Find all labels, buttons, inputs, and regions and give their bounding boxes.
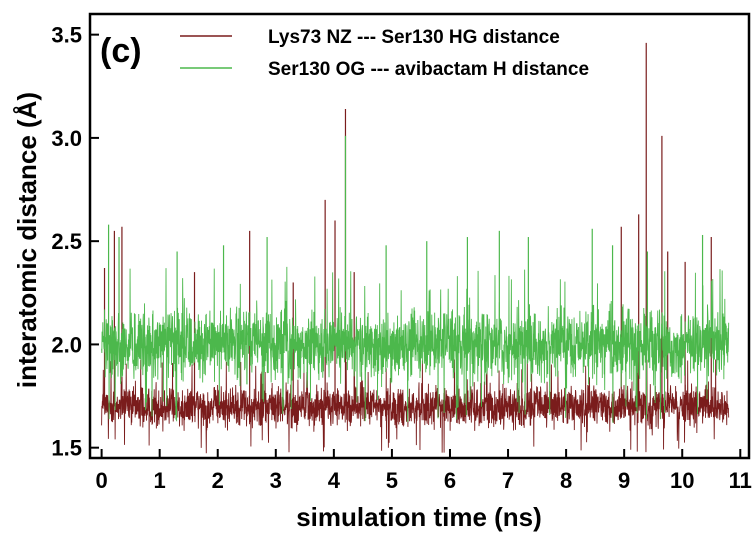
plot-frame (88, 12, 751, 460)
x-tick-label: 10 (670, 468, 694, 493)
x-tick-label: 4 (328, 468, 341, 493)
y-tick-label: 2.5 (51, 229, 82, 254)
x-axis-title: simulation time (ns) (296, 502, 542, 532)
series-layer (101, 42, 730, 454)
y-axis-ticks: 1.5 2.0 2.5 3.0 3.5 (51, 23, 99, 461)
y-tick-label: 3.0 (51, 126, 82, 151)
x-tick-label: 5 (386, 468, 398, 493)
x-tick-label: 7 (502, 468, 514, 493)
y-tick-label: 2.0 (51, 332, 82, 357)
series-line-0 (101, 359, 730, 454)
legend-label-lys73: Lys73 NZ --- Ser130 HG distance (268, 27, 560, 48)
legend-label-ser130: Ser130 OG --- avibactam H distance (268, 59, 589, 80)
x-tick-label: 6 (444, 468, 456, 493)
x-tick-label: 2 (212, 468, 224, 493)
x-tick-label: 3 (270, 468, 282, 493)
y-axis-title: interatomic distance (Å) (12, 92, 42, 388)
y-tick-label: 3.5 (51, 23, 82, 48)
y-tick-label: 1.5 (51, 436, 82, 461)
panel-label: (c) (100, 32, 142, 70)
x-tick-label: 9 (618, 468, 630, 493)
x-tick-label: 11 (729, 468, 752, 493)
x-tick-label: 1 (154, 468, 166, 493)
legend: Lys73 NZ --- Ser130 HG distance Ser130 O… (180, 27, 589, 80)
x-axis-ticks: 0 1 2 3 4 5 6 7 8 9 10 11 (95, 449, 752, 493)
x-tick-label: 8 (560, 468, 572, 493)
series-line-1 (101, 266, 730, 423)
x-tick-label: 0 (95, 468, 107, 493)
